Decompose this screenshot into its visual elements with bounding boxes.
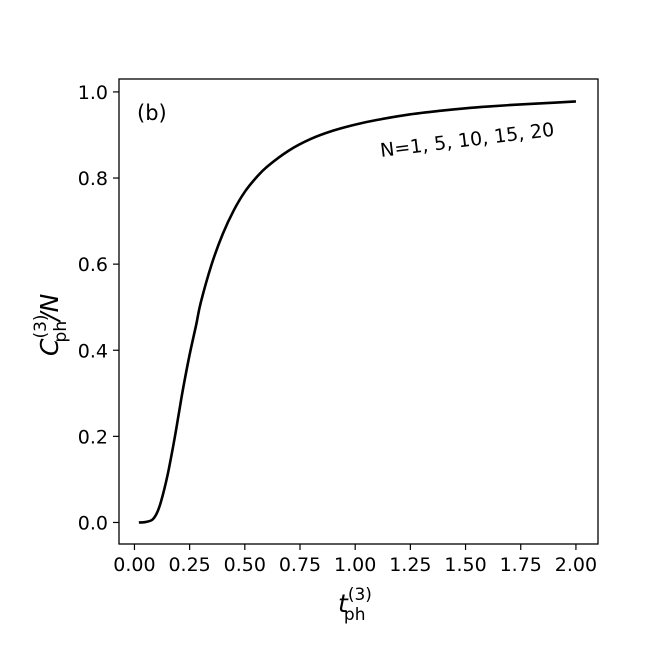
x-tick-label: 1.50 (444, 554, 486, 576)
x-tick-label: 0.50 (224, 554, 266, 576)
y-axis-title: C(3)ph/N (31, 293, 71, 356)
x-axis-title: t(3) ph (338, 585, 372, 625)
x-tick-label: 0.25 (168, 554, 210, 576)
y-ticks: 0.0 0.2 0.4 0.6 0.8 1.0 (78, 82, 119, 534)
x-ticks: 0.00 0.25 0.50 0.75 1.00 1.25 1.50 1.75 2.00 (113, 544, 597, 576)
y-tick-label: 0.2 (78, 426, 108, 448)
series-group (138, 100, 577, 524)
x-tick-label: 0.00 (113, 554, 155, 576)
svg-text:C(3)ph/N: C(3)ph/N (31, 293, 71, 356)
x-tick-label: 2.00 (555, 554, 597, 576)
y-tick-label: 0.8 (78, 168, 108, 190)
x-tick-label: 0.75 (279, 554, 321, 576)
y-tick-label: 0.4 (78, 340, 108, 362)
plot-frame (118, 78, 599, 545)
y-tick-label: 0.6 (78, 254, 108, 276)
y-tick-label: 0.0 (78, 512, 108, 534)
x-tick-label: 1.00 (334, 554, 376, 576)
series-line-1 (138, 100, 577, 524)
x-tick-label: 1.25 (389, 554, 431, 576)
panel-label: (b) (137, 101, 167, 125)
y-tick-label: 1.0 (78, 82, 108, 104)
x-tick-label: 1.75 (500, 554, 542, 576)
